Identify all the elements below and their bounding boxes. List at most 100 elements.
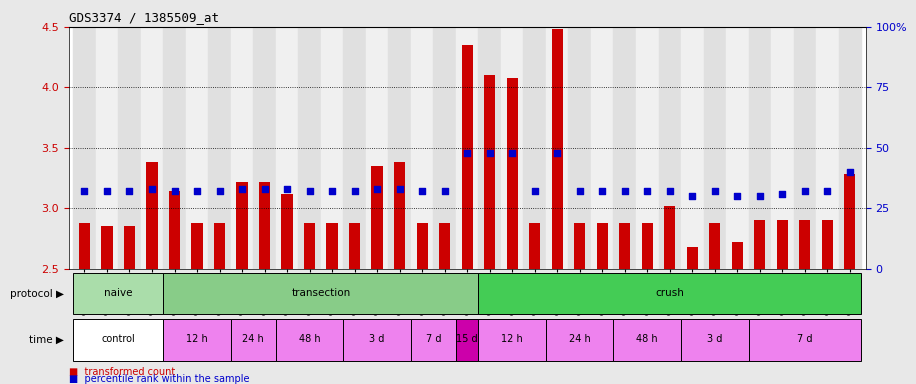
Bar	[388, 27, 411, 269]
Bar	[73, 319, 163, 361]
Bar	[102, 227, 113, 269]
Bar	[304, 223, 315, 269]
Point	[392, 186, 407, 192]
Bar	[163, 319, 231, 361]
Point	[505, 150, 519, 156]
Point	[168, 188, 182, 194]
Point	[662, 188, 677, 194]
Point	[640, 188, 655, 194]
Bar	[529, 223, 540, 269]
Bar	[771, 27, 793, 269]
Text: 24 h: 24 h	[243, 334, 264, 344]
Bar	[73, 273, 163, 314]
Bar	[793, 27, 816, 269]
Bar	[681, 27, 703, 269]
Bar	[344, 27, 365, 269]
Bar	[95, 27, 118, 269]
Bar	[777, 220, 788, 269]
Point	[752, 193, 767, 199]
Text: naive: naive	[104, 288, 133, 298]
Bar	[321, 27, 344, 269]
Point	[685, 193, 700, 199]
Bar	[276, 27, 299, 269]
Bar	[614, 27, 636, 269]
Bar	[478, 319, 546, 361]
Bar	[591, 27, 614, 269]
Point	[279, 186, 294, 192]
Bar	[839, 27, 861, 269]
Bar	[659, 27, 681, 269]
Text: control: control	[102, 334, 135, 344]
Bar	[276, 319, 344, 361]
Point	[302, 188, 317, 194]
Bar	[501, 27, 523, 269]
Bar	[462, 45, 473, 269]
Bar	[231, 27, 254, 269]
Text: 3 d: 3 d	[369, 334, 385, 344]
Text: 7 d: 7 d	[426, 334, 442, 344]
Point	[122, 188, 136, 194]
Point	[617, 188, 632, 194]
Bar	[619, 223, 630, 269]
Point	[730, 193, 745, 199]
Bar	[703, 27, 726, 269]
Bar	[186, 27, 208, 269]
Bar	[124, 227, 135, 269]
Bar	[118, 27, 141, 269]
Bar	[681, 319, 748, 361]
Bar	[478, 27, 501, 269]
Bar	[254, 27, 276, 269]
Bar	[574, 223, 585, 269]
Bar	[349, 223, 360, 269]
Point	[437, 188, 452, 194]
Point	[370, 186, 385, 192]
Bar	[596, 223, 608, 269]
Point	[325, 188, 340, 194]
Text: ■  percentile rank within the sample: ■ percentile rank within the sample	[69, 374, 249, 384]
Bar	[236, 182, 247, 269]
Text: protocol ▶: protocol ▶	[10, 289, 64, 299]
Bar	[372, 166, 383, 269]
Point	[594, 188, 609, 194]
Bar	[169, 191, 180, 269]
Bar	[636, 27, 659, 269]
Point	[820, 188, 834, 194]
Bar	[456, 27, 478, 269]
Point	[213, 188, 227, 194]
Bar	[726, 27, 748, 269]
Bar	[411, 319, 456, 361]
Text: 3 d: 3 d	[707, 334, 723, 344]
Bar	[281, 194, 293, 269]
Bar	[799, 220, 811, 269]
Bar	[687, 247, 698, 269]
Text: 48 h: 48 h	[299, 334, 321, 344]
Bar	[191, 223, 202, 269]
Point	[460, 150, 474, 156]
Bar	[326, 223, 338, 269]
Bar	[484, 75, 496, 269]
Bar	[748, 27, 771, 269]
Bar	[664, 206, 675, 269]
Bar	[546, 319, 614, 361]
Point	[775, 191, 790, 197]
Bar	[507, 78, 518, 269]
Text: 12 h: 12 h	[186, 334, 208, 344]
Point	[415, 188, 430, 194]
Bar	[439, 223, 451, 269]
Text: 15 d: 15 d	[456, 334, 478, 344]
Bar	[732, 242, 743, 269]
Text: ■  transformed count: ■ transformed count	[69, 367, 175, 377]
Bar	[208, 27, 231, 269]
Text: crush: crush	[655, 288, 684, 298]
Bar	[845, 174, 856, 269]
Point	[798, 188, 812, 194]
Text: time ▶: time ▶	[29, 335, 64, 345]
Bar	[417, 223, 428, 269]
Bar	[551, 29, 562, 269]
Bar	[259, 182, 270, 269]
Point	[550, 150, 564, 156]
Point	[190, 188, 204, 194]
Bar	[163, 273, 478, 314]
Point	[234, 186, 249, 192]
Bar	[748, 319, 861, 361]
